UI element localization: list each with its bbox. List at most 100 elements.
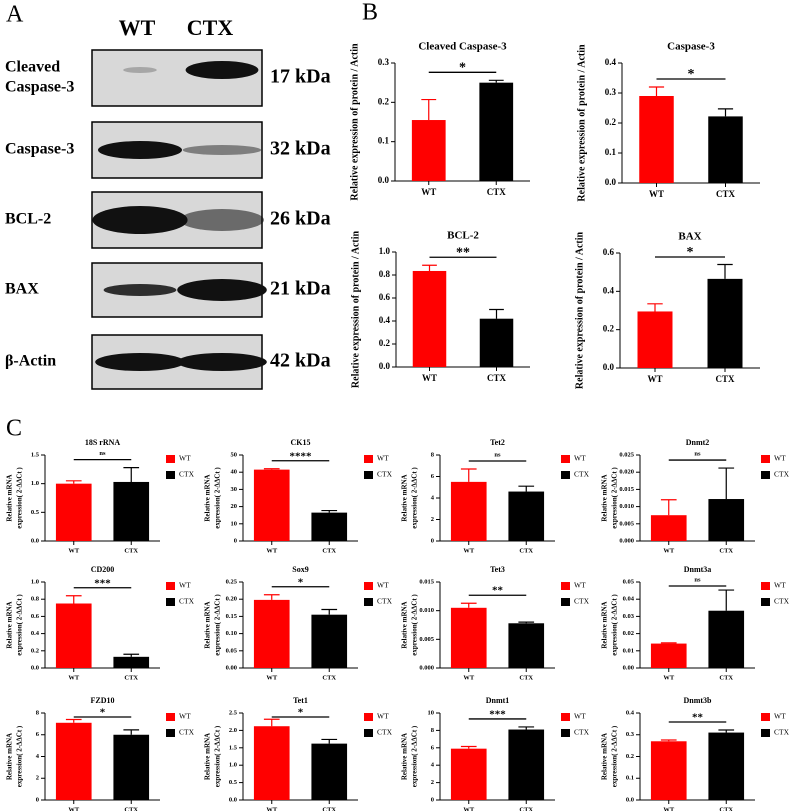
- y-tick-label: 1.0: [31, 578, 39, 585]
- x-tick-label: WT: [266, 806, 278, 811]
- chart-title: Tet3: [490, 565, 505, 574]
- legend-swatch: [761, 471, 770, 479]
- y-tick-label: 0.015: [419, 578, 434, 585]
- y-tick-label: 0.6: [379, 292, 391, 302]
- error-bar: [321, 509, 338, 513]
- error-bar: [718, 467, 735, 500]
- x-tick-label: WT: [463, 806, 475, 811]
- y-axis-label: expression( 2-ΔΔCt ): [611, 594, 619, 656]
- x-tick-label: WT: [266, 674, 278, 681]
- y-tick-label: 0.3: [378, 57, 390, 67]
- significance-label: *: [298, 707, 304, 719]
- chart-title: CD200: [91, 565, 115, 574]
- error-bar: [648, 86, 665, 96]
- y-tick-label: 8: [36, 709, 40, 716]
- panel-label: A: [6, 2, 24, 28]
- x-tick-label: CTX: [322, 674, 336, 681]
- y-tick-label: 0.4: [603, 285, 615, 295]
- y-tick-label: 0.6: [31, 613, 40, 620]
- y-tick-label: 20: [231, 503, 238, 510]
- y-axis-label: Relative expression of protein / Actin: [349, 43, 360, 201]
- y-tick-label: 0.0: [603, 362, 615, 372]
- y-axis-label: expression( 2-ΔΔCt ): [16, 594, 24, 656]
- bar: [55, 483, 92, 541]
- y-axis-label: Relative mRNA: [401, 601, 409, 648]
- x-tick-label: WT: [266, 547, 278, 554]
- y-tick-label: 0.5: [31, 509, 40, 516]
- chart-title: Dnmt2: [686, 438, 710, 447]
- chart-title: Dnmt3b: [683, 696, 712, 705]
- significance-label: **: [692, 711, 704, 723]
- size-label: 42 kDa: [270, 350, 331, 372]
- significance-label: **: [492, 585, 504, 597]
- protein-label: BAX: [5, 281, 39, 298]
- bar: [55, 722, 92, 800]
- significance-label: ns: [494, 451, 501, 458]
- x-tick-label: CTX: [519, 547, 533, 554]
- error-bar: [518, 485, 535, 492]
- significance-label: ***: [489, 708, 506, 720]
- significance-label: ****: [290, 450, 313, 462]
- y-tick-label: 0.005: [419, 636, 434, 643]
- legend-swatch: [761, 729, 770, 737]
- legend-label: CTX: [574, 728, 590, 737]
- y-tick-label: 0.4: [31, 630, 40, 637]
- error-bar: [718, 589, 735, 611]
- legend-label: WT: [179, 712, 191, 721]
- legend-swatch: [364, 729, 373, 737]
- x-tick-label: CTX: [719, 806, 733, 811]
- y-axis-label: Relative expression of protein / Actin: [576, 44, 587, 202]
- y-tick-label: 0.05: [623, 578, 635, 585]
- y-tick-label: 0.8: [31, 596, 40, 603]
- bar: [650, 515, 687, 541]
- error-bar: [717, 263, 733, 279]
- significance-label: **: [456, 245, 470, 260]
- x-tick-label: CTX: [715, 374, 735, 384]
- bar: [508, 491, 545, 541]
- y-tick-label: 0.2: [603, 324, 615, 334]
- bar: [650, 741, 687, 800]
- y-tick-label: 0.025: [619, 451, 634, 458]
- y-axis-label: expression( 2-ΔΔCt ): [611, 467, 619, 529]
- legend-label: WT: [574, 712, 586, 721]
- legend-swatch: [166, 471, 175, 479]
- y-tick-label: 0.00: [623, 664, 634, 671]
- blot-band: [185, 61, 259, 79]
- error-bar: [263, 468, 280, 470]
- y-tick-label: 0.05: [226, 647, 238, 654]
- bar: [311, 743, 348, 800]
- x-tick-label: CTX: [124, 547, 138, 554]
- error-bar: [123, 729, 140, 735]
- legend-swatch: [561, 713, 570, 721]
- blot-band: [95, 353, 185, 371]
- bar: [708, 116, 743, 183]
- legend-swatch: [166, 582, 175, 590]
- legend-label: WT: [574, 454, 586, 463]
- panel-label: C: [6, 416, 22, 442]
- bar: [253, 599, 290, 668]
- legend-swatch: [561, 598, 570, 606]
- x-tick-label: WT: [647, 374, 662, 384]
- y-tick-label: 0.04: [623, 596, 635, 603]
- legend-swatch: [761, 455, 770, 463]
- y-tick-label: 0.015: [619, 486, 634, 493]
- y-tick-label: 30: [231, 486, 238, 493]
- size-label: 32 kDa: [270, 138, 331, 160]
- legend-swatch: [561, 455, 570, 463]
- legend-label: WT: [179, 581, 191, 590]
- y-tick-label: 40: [231, 469, 238, 476]
- bar: [450, 481, 487, 541]
- legend-swatch: [561, 582, 570, 590]
- y-tick-label: 0.2: [379, 338, 391, 348]
- x-tick-label: WT: [68, 806, 80, 811]
- blot-band: [177, 279, 267, 301]
- x-tick-label: WT: [663, 806, 675, 811]
- y-tick-label: 0.25: [226, 578, 238, 585]
- x-tick-label: WT: [463, 547, 475, 554]
- legend-label: WT: [377, 454, 389, 463]
- y-tick-label: 0.0: [605, 177, 617, 187]
- y-axis-label: Relative mRNA: [601, 601, 609, 648]
- y-tick-label: 1.0: [31, 480, 39, 487]
- y-axis-label: expression( 2-ΔΔCt ): [214, 725, 222, 787]
